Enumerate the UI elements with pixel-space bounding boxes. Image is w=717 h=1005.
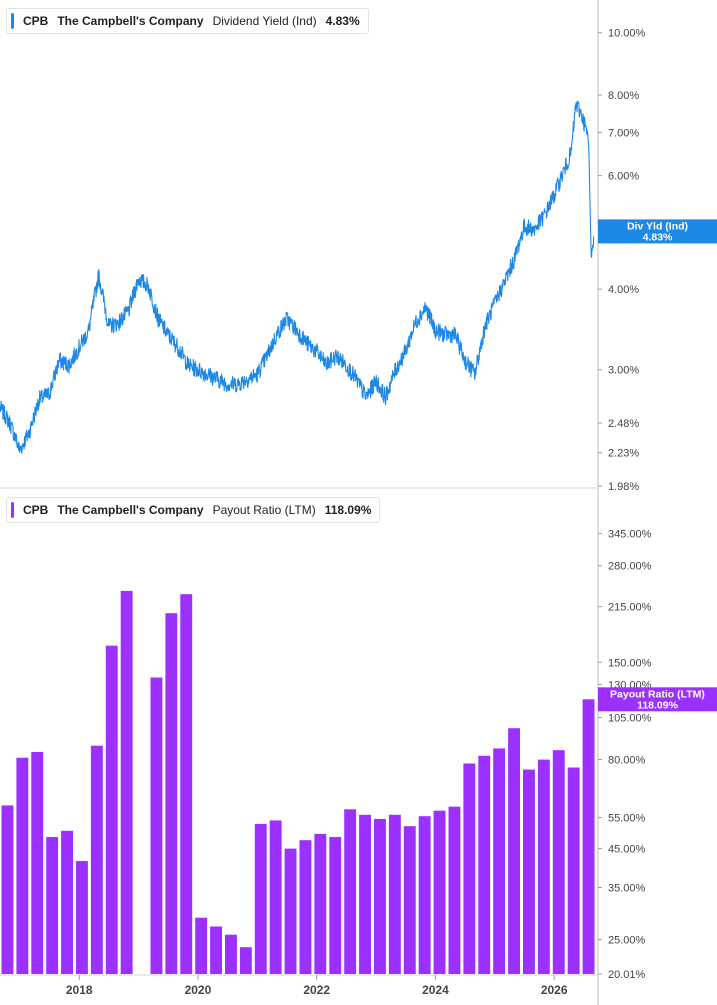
payout-ratio-bar <box>403 826 416 974</box>
dividend-yield-flag-label: Div Yld (Ind) <box>627 220 688 232</box>
payout-ratio-bar <box>90 745 103 974</box>
payout-ratio-bar <box>567 767 580 974</box>
dividend-yield-panel <box>0 100 595 454</box>
legend-payout-ratio[interactable]: CPB The Campbell's Company Payout Ratio … <box>6 497 381 523</box>
payout-ratio-bar <box>76 861 88 974</box>
legend-value: 4.83% <box>325 14 360 28</box>
y-tick-label: 35.00% <box>608 882 646 894</box>
legend-metric: Payout Ratio (LTM) <box>212 503 316 517</box>
payout-ratio-bar <box>165 613 178 974</box>
dividend-yield-flag-box <box>598 219 717 244</box>
x-tick-label: 2026 <box>541 983 568 997</box>
payout-ratio-bar <box>31 752 44 974</box>
payout-ratio-bar <box>493 748 506 974</box>
payout-ratio-bar <box>16 757 29 974</box>
x-tick-label: 2020 <box>185 983 212 997</box>
payout-ratio-bar <box>120 590 133 974</box>
y-tick-label: 345.00% <box>608 528 652 540</box>
payout-ratio-bar <box>508 728 520 974</box>
x-tick-label: 2018 <box>66 983 93 997</box>
y-tick-label: 2.23% <box>608 448 639 460</box>
y-tick-label: 150.00% <box>608 657 652 669</box>
y-tick-label: 6.00% <box>608 171 639 183</box>
flag-layer: Div Yld (Ind)4.83% Payout Ratio (LTM)118.… <box>598 219 717 712</box>
payout-ratio-bar <box>552 750 565 974</box>
x-tick-label: 2022 <box>303 983 330 997</box>
payout-ratio-bar <box>582 699 595 974</box>
payout-ratio-bar <box>448 806 461 974</box>
payout-ratio-bar <box>225 934 237 974</box>
y-tick-label: 8.00% <box>608 90 639 102</box>
y-tick-label: 25.00% <box>608 935 646 947</box>
payout-ratio-bar <box>344 809 357 974</box>
y-tick-label: 2.48% <box>608 418 639 430</box>
payout-ratio-bar <box>374 819 386 974</box>
payout-ratio-bar <box>463 763 476 974</box>
legend-value: 118.09% <box>324 503 372 517</box>
payout-ratio-bar <box>359 814 371 974</box>
y-tick-label: 45.00% <box>608 844 646 856</box>
legend-dividend-yield[interactable]: CPB The Campbell's Company Dividend Yiel… <box>6 8 369 34</box>
y-tick-label: 1.98% <box>608 481 639 493</box>
payout-ratio-bar <box>433 810 446 974</box>
payout-ratio-bar <box>105 645 118 974</box>
payout-ratio-bar <box>314 833 327 974</box>
payout-ratio-bar <box>210 926 222 974</box>
dividend-yield-flag-value: 4.83% <box>643 231 673 243</box>
x-tick-label: 2024 <box>422 983 449 997</box>
legend-swatch-bottom <box>11 502 14 518</box>
axis-layer: 1.98%2.23%2.48%3.00%4.00%5.00%6.00%7.00%… <box>0 0 652 1005</box>
y-tick-label: 215.00% <box>608 602 652 614</box>
y-tick-label: 4.00% <box>608 284 639 296</box>
dividend-yield-line <box>0 100 595 454</box>
legend-company: The Campbell's Company <box>57 14 204 28</box>
payout-ratio-bar <box>46 837 59 974</box>
payout-ratio-bar <box>299 840 312 974</box>
legend-ticker: CPB <box>23 14 49 28</box>
y-tick-label: 105.00% <box>608 713 652 725</box>
y-tick-label: 20.01% <box>608 969 646 981</box>
payout-ratio-bar <box>418 816 431 974</box>
y-tick-label: 7.00% <box>608 128 639 140</box>
payout-ratio-bar <box>269 820 282 974</box>
payout-ratio-bar <box>61 830 73 974</box>
y-tick-label: 55.00% <box>608 813 646 825</box>
payout-ratio-bar <box>180 594 193 974</box>
payout-ratio-bar <box>195 917 208 974</box>
payout-ratio-flag-box <box>598 687 717 712</box>
dividend-yield-flag: Div Yld (Ind)4.83% <box>598 219 717 244</box>
legend-ticker: CPB <box>23 503 49 517</box>
payout-ratio-bar <box>388 814 401 974</box>
payout-ratio-bar <box>537 759 550 974</box>
payout-ratio-bar <box>523 769 535 974</box>
payout-ratio-flag-label: Payout Ratio (LTM) <box>610 688 705 700</box>
legend-company: The Campbell's Company <box>57 503 204 517</box>
payout-ratio-bar <box>239 947 252 974</box>
y-tick-label: 10.00% <box>608 28 646 40</box>
payout-ratio-bar <box>478 755 491 974</box>
payout-ratio-bar <box>329 837 342 974</box>
payout-ratio-bar <box>1 805 14 974</box>
legend-swatch-top <box>11 13 14 29</box>
legend-metric: Dividend Yield (Ind) <box>212 14 317 28</box>
payout-ratio-flag-value: 118.09% <box>637 699 679 711</box>
payout-ratio-bar <box>284 848 297 974</box>
payout-ratio-flag: Payout Ratio (LTM)118.09% <box>598 687 717 712</box>
payout-ratio-bar <box>254 823 267 974</box>
payout-ratio-panel <box>1 590 595 974</box>
y-tick-label: 80.00% <box>608 755 646 767</box>
y-tick-label: 280.00% <box>608 561 652 573</box>
y-tick-label: 3.00% <box>608 365 639 377</box>
payout-ratio-bar <box>150 677 163 974</box>
